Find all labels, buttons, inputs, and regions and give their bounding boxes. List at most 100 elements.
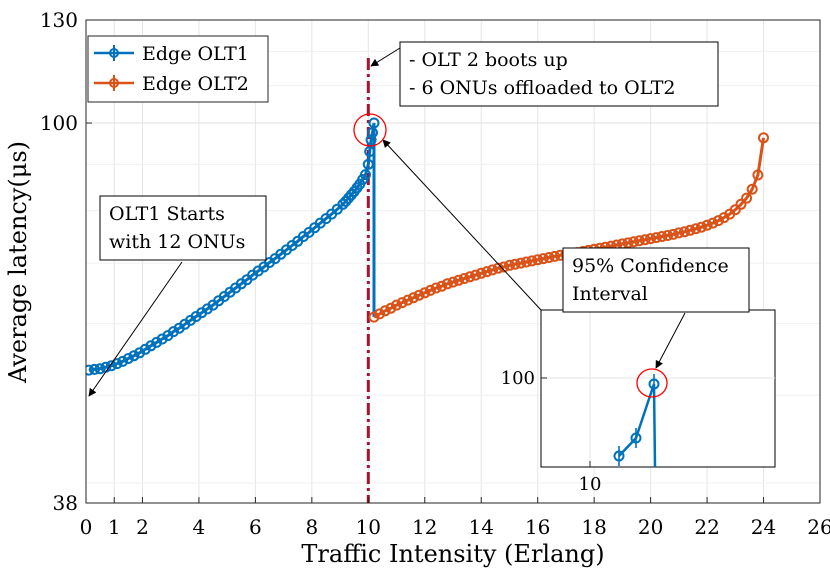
data-point-olt2 xyxy=(436,280,448,292)
legend-box xyxy=(87,35,269,103)
data-point-olt2 xyxy=(441,278,453,290)
annotation-confidence-arrow xyxy=(655,312,686,369)
data-point-olt1 xyxy=(122,353,134,364)
annotation-olt1-start-arrow xyxy=(88,261,183,397)
x-tick-label: 2 xyxy=(136,515,149,539)
annotation-confidence: 95% Confidence Interval xyxy=(562,247,750,369)
data-point-olt2 xyxy=(673,227,685,239)
data-point-olt2 xyxy=(385,302,397,314)
inset-y-tick-label: 100 xyxy=(501,368,535,389)
data-point-olt2 xyxy=(543,252,555,263)
data-point-olt2 xyxy=(374,308,386,320)
data-point-olt2 xyxy=(487,264,498,276)
data-point-olt2 xyxy=(413,289,425,301)
data-point-olt2 xyxy=(758,132,769,144)
annotation-olt2-boot-arrow xyxy=(370,47,401,67)
data-point-olt2 xyxy=(701,219,713,231)
inset-marker-2 xyxy=(630,432,642,444)
legend-entry-olt1: Edge OLT1 xyxy=(94,43,249,65)
x-tick-label: 8 xyxy=(305,515,318,539)
data-point-olt2 xyxy=(408,292,419,304)
inset-connector-line xyxy=(382,139,542,311)
plot-frame xyxy=(85,19,821,504)
data-point-olt2 xyxy=(729,204,741,216)
inset-series-olt1 xyxy=(618,383,657,468)
y-tick-label: 100 xyxy=(40,111,78,135)
data-point-olt1 xyxy=(364,146,376,157)
data-point-olt2 xyxy=(402,294,414,306)
data-point-olt2 xyxy=(695,221,707,233)
inset-marker-1 xyxy=(613,450,625,462)
data-point-olt2 xyxy=(712,215,724,227)
data-point-olt2 xyxy=(379,305,391,317)
data-point-olt2 xyxy=(633,235,645,247)
data-point-olt1 xyxy=(128,350,140,362)
annotation-confidence-line2: Interval xyxy=(572,283,648,305)
annotation-olt2-boot-line2: - 6 ONUs offloaded to OLT2 xyxy=(409,77,676,99)
x-tick-label: 18 xyxy=(581,515,606,539)
data-point-olt2 xyxy=(707,217,719,229)
data-point-olt2 xyxy=(639,234,651,246)
data-point-olt1 xyxy=(337,198,349,210)
y-tick-label: 38 xyxy=(53,491,78,515)
x-tick-label: 24 xyxy=(751,515,776,539)
data-point-olt2 xyxy=(667,228,679,240)
data-point-olt2 xyxy=(498,261,510,273)
data-point-olt2 xyxy=(735,198,747,210)
data-point-olt2 xyxy=(453,274,465,286)
legend-label-olt1: Edge OLT1 xyxy=(142,43,249,65)
x-tick-label: 4 xyxy=(193,515,206,539)
data-point-olt1 xyxy=(360,169,371,181)
x-tick-label: 26 xyxy=(807,515,830,539)
inset-frame xyxy=(540,309,776,468)
data-point-olt1 xyxy=(94,363,106,375)
data-point-olt2 xyxy=(447,276,459,288)
annotation-olt2-boot: - OLT 2 boots up - 6 ONUs offloaded to O… xyxy=(370,41,719,107)
data-point-olt2 xyxy=(419,287,431,299)
data-point-olt2 xyxy=(509,258,521,270)
data-point-olt2 xyxy=(520,256,532,268)
annotation-olt2-boot-line1: - OLT 2 boots up xyxy=(409,49,568,71)
data-point-olt2 xyxy=(470,269,482,281)
x-tick-label: 16 xyxy=(525,515,550,539)
legend-marker-olt2 xyxy=(109,78,119,88)
x-tick-label: 6 xyxy=(249,515,262,539)
x-tick-label: 10 xyxy=(356,515,381,539)
data-point-olt2 xyxy=(656,231,668,242)
x-tick-label: 12 xyxy=(412,515,437,539)
annotation-olt1-start-box xyxy=(99,195,267,261)
x-tick-label: 0 xyxy=(80,515,93,539)
data-point-olt2 xyxy=(741,192,753,204)
legend-marker-olt1 xyxy=(109,48,119,58)
x-axis-title: Traffic Intensity (Erlang) xyxy=(301,540,604,568)
annotation-confidence-box xyxy=(562,247,750,313)
annotation-olt1-start-line2: with 12 ONUs xyxy=(109,231,245,253)
legend-entry-olt2: Edge OLT2 xyxy=(94,73,249,95)
data-point-olt2 xyxy=(475,267,487,279)
data-point-olt2 xyxy=(464,271,476,283)
data-point-olt2 xyxy=(526,255,538,267)
x-tick-label: 1 xyxy=(108,515,121,539)
data-point-olt2 xyxy=(504,259,515,271)
data-point-olt2 xyxy=(424,284,436,296)
data-point-olt1 xyxy=(368,117,380,129)
y-tick-label: 130 xyxy=(40,8,78,32)
x-tick-label: 22 xyxy=(694,515,719,539)
data-point-olt2 xyxy=(690,223,702,235)
data-point-olt2 xyxy=(650,232,662,244)
data-point-olt2 xyxy=(752,169,764,181)
data-point-olt1 xyxy=(111,358,123,370)
data-point-olt2 xyxy=(515,257,527,269)
data-point-olt1 xyxy=(362,158,374,170)
data-point-olt2 xyxy=(549,250,561,262)
data-point-olt1 xyxy=(89,363,100,375)
data-point-olt2 xyxy=(662,230,674,241)
peak-highlight-circle xyxy=(353,113,387,147)
data-point-olt2 xyxy=(645,233,657,245)
data-point-olt2 xyxy=(430,282,442,294)
x-tick-label: 14 xyxy=(469,515,494,539)
data-point-olt2 xyxy=(684,224,696,236)
data-point-olt2 xyxy=(628,236,640,248)
